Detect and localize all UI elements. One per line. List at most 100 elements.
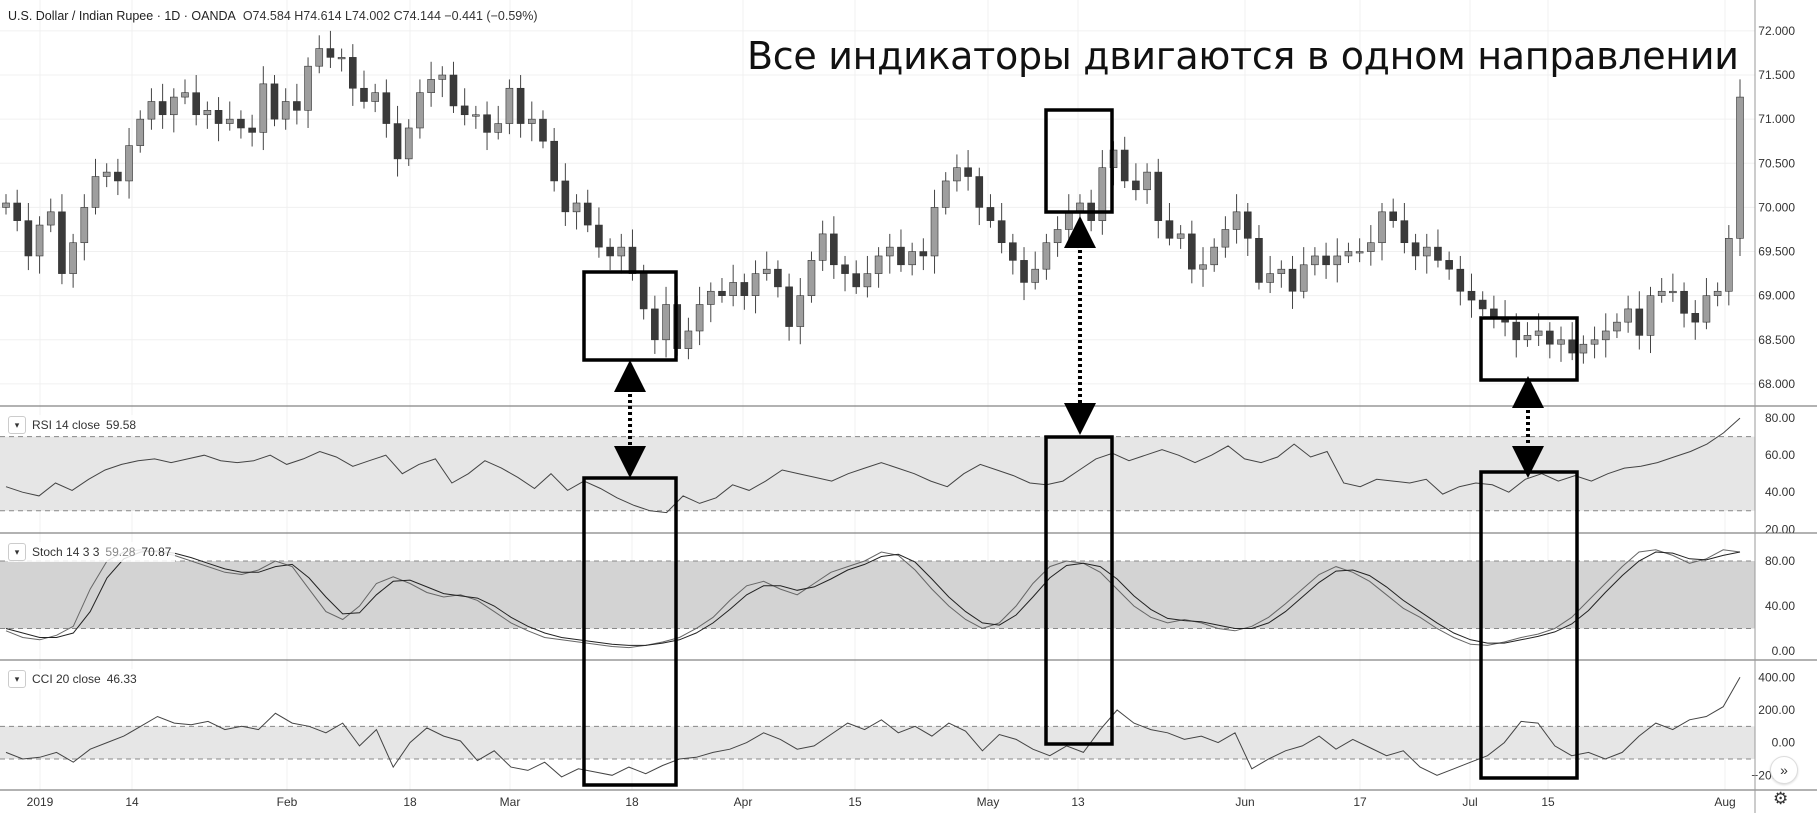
candle-body: [1478, 299, 1487, 310]
candle-body: [80, 207, 89, 244]
candle-body: [1255, 238, 1263, 283]
highlight-frame: [1044, 108, 1114, 214]
candle-body: [818, 233, 827, 261]
date-tick-label: 15: [1541, 795, 1555, 809]
stoch-legend: ▾ Stoch 14 3 3 59.28 70.87: [8, 542, 176, 562]
candle-body: [1736, 96, 1744, 239]
candle-body: [46, 211, 55, 226]
date-tick-label: Mar: [500, 795, 521, 809]
candle-body: [158, 101, 167, 116]
candle-body: [651, 308, 659, 341]
scroll-right-icon[interactable]: »: [1770, 756, 1798, 784]
candle-body: [606, 246, 614, 257]
candle-body: [505, 87, 514, 124]
highlight-frame: [582, 476, 678, 787]
chevron-down-icon[interactable]: ▾: [8, 416, 26, 434]
candle-body: [326, 48, 335, 58]
date-tick-label: 17: [1353, 795, 1367, 809]
candle-body: [1188, 233, 1196, 270]
candle-body: [1713, 290, 1722, 296]
price-tick-label: 70.500: [1758, 156, 1795, 170]
price-tick-label: 68.500: [1758, 333, 1795, 347]
candle-body: [953, 167, 961, 182]
candle-body: [751, 273, 760, 296]
candle-body: [919, 251, 928, 257]
indicator-tick-label: 40.00: [1765, 599, 1795, 613]
candle-body: [449, 74, 458, 107]
indicator-band: [0, 561, 1755, 629]
indicator-tick-label: 20.00: [1765, 522, 1795, 536]
candle-body: [237, 118, 245, 129]
candle-body: [1053, 229, 1062, 244]
candle-body: [1288, 268, 1297, 292]
chevron-down-icon[interactable]: ▾: [8, 543, 26, 561]
price-tick-label: 72.000: [1758, 24, 1795, 38]
stoch-k-value: 59.28: [105, 545, 136, 559]
candle-body: [203, 110, 212, 116]
cci-name: CCI 20 close: [32, 672, 101, 686]
candle-body: [1322, 255, 1330, 266]
rsi-legend: ▾ RSI 14 close 59.58: [8, 415, 141, 435]
date-tick-label: 18: [625, 795, 639, 809]
candle-body: [1546, 330, 1554, 345]
candle-body: [639, 273, 648, 310]
candle-body: [114, 171, 122, 182]
candle-body: [583, 202, 592, 226]
candle-body: [1378, 211, 1386, 244]
candle-body: [1266, 273, 1274, 283]
candle-body: [1210, 246, 1219, 266]
candle-body: [595, 224, 603, 248]
candle-body: [494, 123, 503, 133]
candle-body: [371, 92, 379, 102]
candle-body: [807, 260, 816, 296]
cci-line: [5, 677, 1741, 778]
candle-body: [2, 202, 10, 208]
date-tick-label: Apr: [734, 795, 753, 809]
candle-body: [460, 105, 469, 116]
candle-body: [830, 233, 838, 266]
candle-body: [348, 57, 357, 89]
candle-body: [774, 268, 782, 288]
candle-body: [1221, 229, 1230, 248]
candle-body: [684, 330, 693, 349]
indicator-tick-label: 0.00: [1772, 644, 1796, 658]
candle-body: [13, 202, 21, 221]
candle-body: [975, 176, 984, 208]
gear-icon[interactable]: ⚙: [1773, 789, 1789, 808]
stoch-name: Stoch 14 3 3: [32, 545, 100, 559]
candle-body: [1434, 246, 1442, 261]
candle-body: [617, 246, 626, 257]
candle-body: [1042, 242, 1051, 270]
candle-body: [416, 92, 424, 129]
candle-body: [729, 282, 737, 296]
candle-body: [181, 92, 189, 98]
candle-body: [796, 295, 805, 327]
candle-body: [427, 79, 435, 93]
candle-body: [1165, 220, 1174, 239]
candle-body: [762, 268, 771, 274]
candle-body: [863, 273, 872, 288]
indicator-tick-label: 80.00: [1765, 411, 1795, 425]
rsi-value: 59.58: [106, 418, 137, 432]
price-tick-label: 70.000: [1758, 200, 1795, 214]
candle-body: [662, 304, 670, 341]
indicator-tick-label: 60.00: [1765, 448, 1795, 462]
candle-body: [1243, 211, 1252, 239]
chevron-down-icon[interactable]: ▾: [8, 670, 26, 688]
candle-body: [516, 87, 525, 124]
candle-body: [718, 290, 726, 296]
candle-body: [986, 207, 995, 221]
candle-body: [1669, 290, 1677, 294]
candle-body: [852, 273, 861, 288]
date-tick-label: 14: [125, 795, 139, 809]
candle-body: [1098, 167, 1107, 221]
candle-body: [1657, 290, 1666, 296]
highlight-frame: [582, 270, 678, 362]
candle-body: [281, 101, 290, 120]
candle-body: [214, 110, 223, 124]
candle-body: [1311, 255, 1319, 266]
symbol-title: U.S. Dollar / Indian Rupee · 1D · OANDA: [8, 9, 236, 23]
date-tick-label: 15: [848, 795, 862, 809]
candle-body: [69, 242, 77, 274]
candle-body: [1120, 149, 1129, 182]
